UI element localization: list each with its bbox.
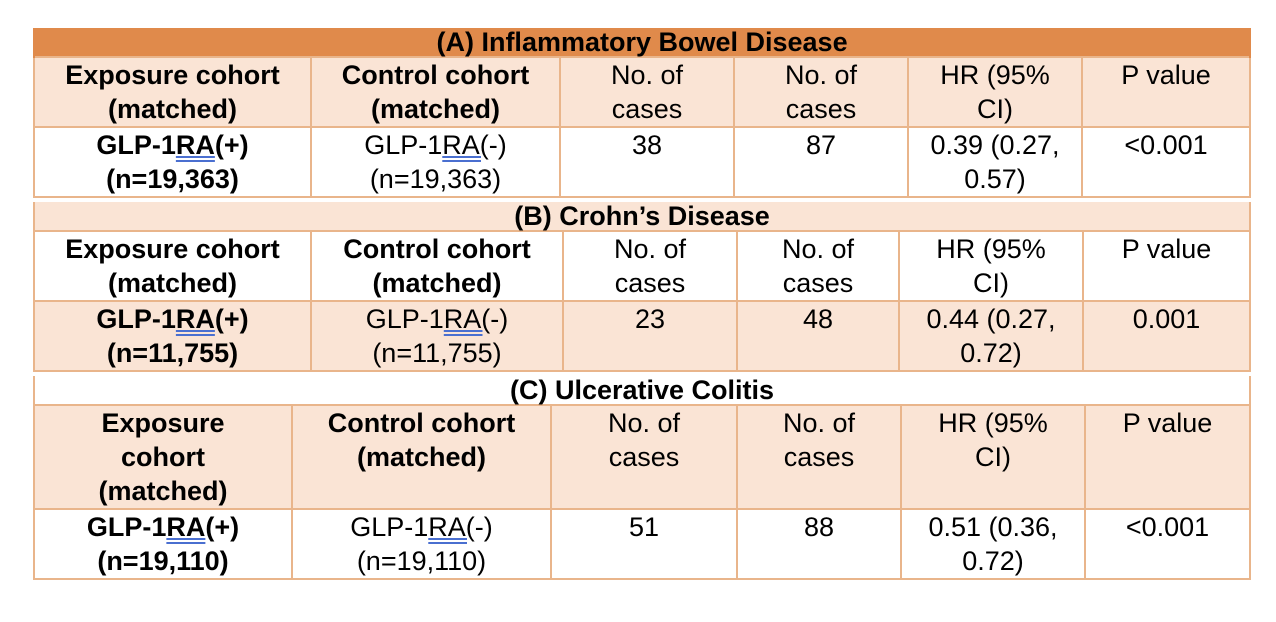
exposure-cases-cell: 51 [550,508,738,580]
header-control-cohort: Control cohort (matched) [310,230,564,302]
header-p-value: P value [1081,230,1252,302]
data-row: GLP-1RA(+) (n=19,363) GLP-1RA(-) (n=19,363… [33,126,1252,198]
header-p-value: P value [1083,404,1252,510]
section-ibd-table: (A) Inflammatory Bowel Disease Exposure … [32,28,1252,198]
header-hr: HR (95% CI) [900,404,1086,510]
header-p-value: P value [1080,56,1252,128]
exposure-cohort-cell: GLP-1RA(+) (n=19,110) [33,508,293,580]
section-uc-table: (C) Ulcerative Colitis Exposure cohort (ma… [32,376,1252,580]
p-value-cell: <0.001 [1083,508,1252,580]
header-control-cohort: Control cohort (matched) [291,404,552,510]
control-cases-cell: 87 [733,126,909,198]
header-exposure-cohort: Exposure cohort (matched) [33,404,293,510]
p-value-cell: <0.001 [1080,126,1252,198]
header-hr: HR (95% CI) [898,230,1084,302]
exposure-cohort-cell: GLP-1RA(+) (n=11,755) [33,300,312,372]
hr-cell: 0.51 (0.36, 0.72) [900,508,1086,580]
hr-cell: 0.39 (0.27, 0.57) [907,126,1083,198]
data-row: GLP-1RA(+) (n=11,755) GLP-1RA(-) (n=11,755… [33,300,1252,372]
control-cases-cell: 88 [736,508,902,580]
section-title: (B) Crohn’s Disease [32,202,1252,231]
header-row: Exposure cohort (matched) Control cohort(… [33,56,1252,128]
p-value-cell: 0.001 [1081,300,1252,372]
exposure-cohort-cell: GLP-1RA(+) (n=19,363) [33,126,312,198]
header-hr: HR (95% CI) [907,56,1083,128]
header-control-cases: No. of cases [736,404,902,510]
header-exposure-cases: No. of cases [550,404,738,510]
header-row: Exposure cohort (matched) Control cohort(… [33,230,1252,302]
header-control-cases: No. of cases [733,56,909,128]
control-cohort-cell: GLP-1RA(-) (n=19,363) [310,126,561,198]
header-exposure-cases: No. of cases [559,56,735,128]
section-title: (C) Ulcerative Colitis [32,376,1252,405]
header-control-cases: No. of cases [736,230,900,302]
control-cohort-cell: GLP-1RA(-) (n=11,755) [310,300,564,372]
header-control-cohort: Control cohort (matched) [310,56,561,128]
exposure-cases-cell: 23 [562,300,738,372]
section-title: (A) Inflammatory Bowel Disease [32,28,1252,57]
hr-cell: 0.44 (0.27, 0.72) [898,300,1084,372]
control-cases-cell: 48 [736,300,900,372]
header-row: Exposure cohort (matched) Control cohort (m… [33,404,1252,510]
section-crohns-table: (B) Crohn’s Disease Exposure cohort (matc… [32,202,1252,372]
exposure-cases-cell: 38 [559,126,735,198]
control-cohort-cell: GLP-1RA(-) (n=19,110) [291,508,552,580]
header-exposure-cases: No. of cases [562,230,738,302]
header-exposure-cohort: Exposure cohort (matched) [33,56,312,128]
header-exposure-cohort: Exposure cohort (matched) [33,230,312,302]
data-row: GLP-1RA(+) (n=19,110) GLP-1RA(-) (n=19,110… [33,508,1252,580]
